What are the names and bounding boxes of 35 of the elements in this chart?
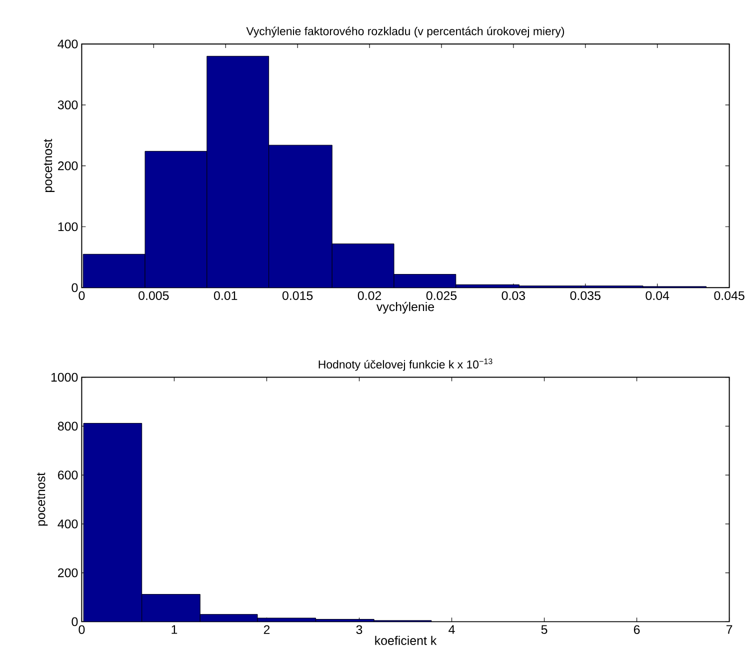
x-tick-label: 0.005 (138, 291, 169, 300)
y-tick-label: 100 (58, 222, 78, 232)
y-tick-label: 1000 (51, 372, 78, 382)
x-tick-label: 2 (264, 625, 270, 634)
x-axis-title: koeficient k (375, 636, 437, 646)
x-tick-label: 0.02 (358, 291, 382, 300)
y-tick-label: 0 (72, 617, 78, 626)
y-axis-title: pocetnost (37, 472, 48, 526)
x-axis-title: vychýlenie (376, 302, 434, 314)
y-tick-label: 600 (58, 470, 78, 480)
chart-title: Hodnoty účelovej funkcie k x 10$^{−13}$ (318, 358, 492, 371)
y-tick-label: 300 (58, 100, 78, 110)
x-tick-label: 0.045 (714, 291, 744, 300)
y-axis-title: pocetnost (44, 138, 55, 192)
y-tick-label: 0 (72, 283, 78, 292)
x-tick-label: 0 (78, 291, 85, 300)
x-tick-label: 6 (634, 625, 640, 634)
chart-title: Vychýlenie faktorového rozkladu (v percentách úrokovej miery) (246, 26, 564, 38)
y-tick-label: 400 (58, 40, 78, 48)
x-tick-label: 7 (726, 625, 732, 634)
x-tick-label: 0.015 (282, 291, 313, 300)
y-tick-label: 200 (58, 568, 78, 578)
x-tick-label: 0.03 (502, 291, 526, 300)
x-tick-label: 4 (448, 625, 455, 634)
x-tick-label: 0 (78, 625, 85, 634)
x-tick-label: 0.01 (214, 291, 238, 300)
x-tick-label: 0.025 (426, 291, 457, 300)
x-tick-label: 0.04 (646, 291, 670, 300)
x-tick-label: 0.035 (570, 291, 600, 300)
x-tick-label: 5 (541, 625, 548, 634)
x-tick-label: 3 (356, 625, 362, 634)
y-tick-label: 200 (58, 161, 78, 170)
y-tick-label: 400 (58, 520, 78, 528)
y-tick-label: 800 (58, 422, 78, 431)
x-tick-label: 1 (172, 625, 178, 634)
